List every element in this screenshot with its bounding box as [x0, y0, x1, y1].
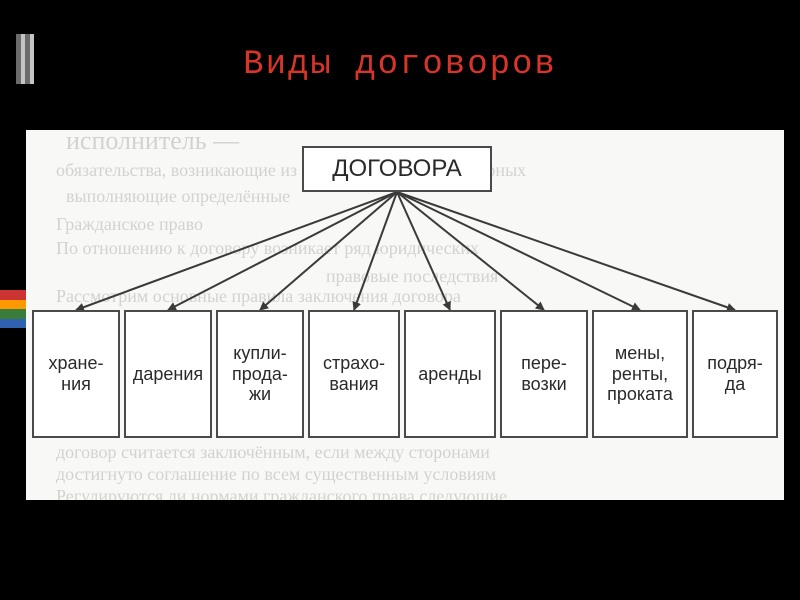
leaf-label: аренды — [418, 364, 481, 385]
leaf-label: подря- да — [707, 353, 762, 394]
background-text-line: Рассмотрим основные правила заключения д… — [56, 286, 461, 307]
leaf-label: мены, ренты, проката — [607, 343, 673, 405]
background-text-line: исполнитель — — [66, 130, 239, 156]
background-text-line: правовые последствия — [326, 266, 498, 287]
leaf-storage: хране- ния — [32, 310, 120, 438]
leaf-label: пере- возки — [521, 353, 567, 394]
leaf-transport: пере- возки — [500, 310, 588, 438]
root-label: ДОГОВОРА — [332, 155, 462, 183]
leaf-exchange: мены, ренты, проката — [592, 310, 688, 438]
background-text-line: Регулируются ли нормами гражданского пра… — [56, 486, 507, 500]
leaf-label: хране- ния — [49, 353, 104, 394]
leaf-sale: купли- прода- жи — [216, 310, 304, 438]
leaf-label: купли- прода- жи — [232, 343, 288, 405]
leaf-label: страхо- вания — [323, 353, 385, 394]
background-text-line: выполняющие определённые — [66, 186, 290, 207]
leaf-label: дарения — [133, 364, 203, 385]
background-text-line: Гражданское право — [56, 214, 203, 235]
slide-footer — [0, 500, 800, 600]
side-stripe — [0, 290, 26, 328]
background-text-line: По отношению к договору возникает ряд юр… — [56, 238, 479, 259]
leaf-contract: подря- да — [692, 310, 778, 438]
root-node: ДОГОВОРА — [302, 146, 492, 192]
background-text-line: достигнуто соглашение по всем существенн… — [56, 464, 496, 485]
leaf-rent: аренды — [404, 310, 496, 438]
leaf-gift: дарения — [124, 310, 212, 438]
slide-header: Виды договоров — [0, 0, 800, 130]
header-stripe — [16, 34, 34, 84]
slide-title: Виды договоров — [243, 46, 557, 84]
background-text-line: договор считается заключённым, если межд… — [56, 442, 490, 463]
leaf-insurance: страхо- вания — [308, 310, 400, 438]
diagram-panel: исполнитель —обязательства, возникающие … — [26, 130, 784, 500]
